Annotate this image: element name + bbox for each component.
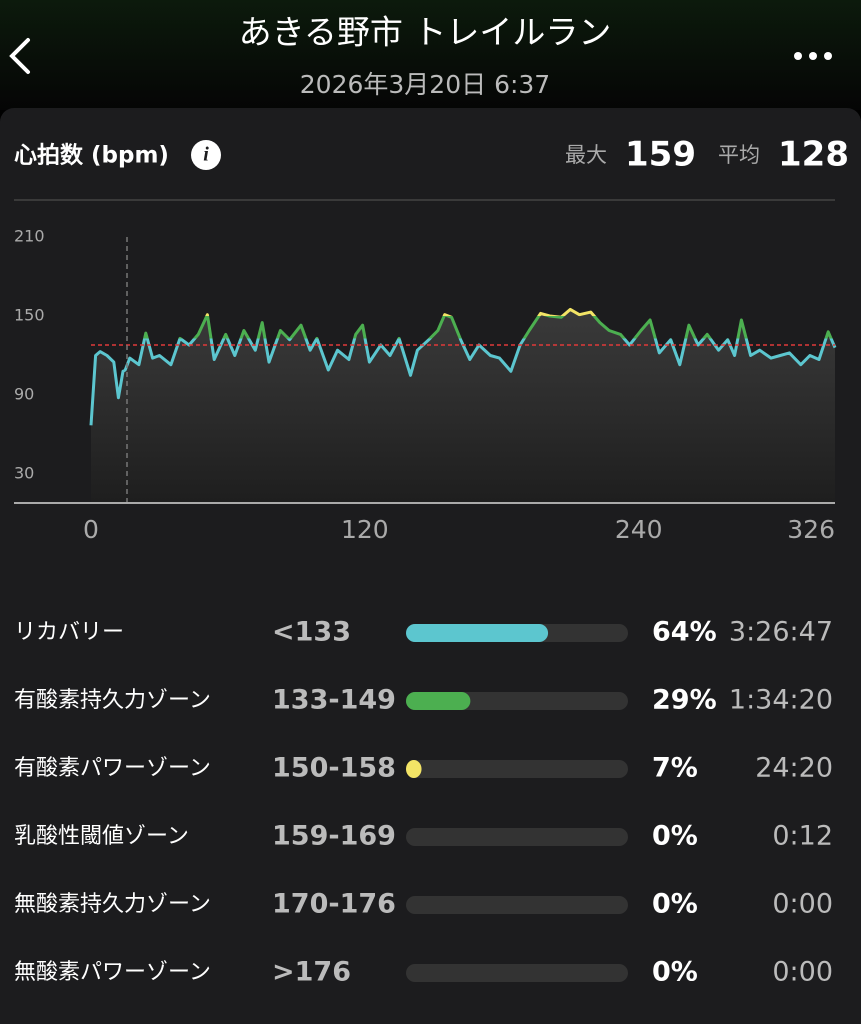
zone-time: 1:34:20 — [729, 685, 833, 716]
zone-name: 無酸素持久力ゾーン — [14, 892, 211, 917]
area — [91, 309, 835, 503]
zone-name: 有酸素持久力ゾーン — [14, 688, 211, 713]
zone-time: 24:20 — [755, 753, 833, 784]
zone-range: <133 — [272, 617, 351, 648]
zone-name: 有酸素パワーゾーン — [14, 756, 211, 781]
more-button[interactable] — [794, 52, 832, 60]
zone-percent: 0% — [652, 821, 698, 852]
zone-name: 無酸素パワーゾーン — [14, 960, 211, 985]
y-tick-label: 90 — [14, 385, 34, 404]
x-tick-label: 0 — [83, 515, 99, 544]
title: あきる野市 トレイルラン — [239, 13, 612, 52]
zone-percent: 64% — [652, 617, 717, 648]
zone-percent: 0% — [652, 889, 698, 920]
y-tick-label: 150 — [14, 306, 45, 325]
header-bg — [0, 0, 861, 110]
zone-name: 乳酸性閾値ゾーン — [14, 824, 189, 849]
info-icon[interactable]: i — [191, 140, 221, 170]
card-title: 心拍数 (bpm) — [14, 143, 169, 169]
zone-bar-bg — [406, 964, 628, 982]
x-tick-label: 326 — [787, 515, 835, 544]
avg-value: 128 — [778, 135, 849, 175]
zone-range: 150-158 — [272, 753, 396, 784]
zone-percent: 7% — [652, 753, 698, 784]
y-tick-label: 210 — [14, 227, 45, 246]
max-label: 最大 — [565, 143, 607, 167]
zone-name: リカバリー — [14, 620, 124, 645]
back-button[interactable] — [9, 38, 30, 74]
zone-percent: 29% — [652, 685, 717, 716]
x-tick-label: 120 — [341, 515, 389, 544]
zone-percent: 0% — [652, 957, 698, 988]
zone-range: 159-169 — [272, 821, 396, 852]
hr-line — [89, 307, 837, 426]
y-tick-label: 30 — [14, 464, 34, 483]
zone-bar — [406, 692, 471, 710]
x-tick-label: 240 — [615, 515, 663, 544]
card — [0, 108, 861, 1024]
plot: 210 150 90 30 0 120 240 326 — [14, 227, 837, 544]
zone-range: 170-176 — [272, 889, 396, 920]
zones: リカバリー <133 64% 3:26:47 有酸素持久力ゾーン 133-149 29% 1:… — [14, 617, 833, 988]
zone-bar-bg — [406, 828, 628, 846]
zone-time: 0:00 — [772, 889, 833, 920]
zone-bar — [406, 624, 549, 642]
svg-text:i: i — [203, 144, 209, 166]
max-value: 159 — [625, 135, 696, 175]
zone-bar — [406, 760, 422, 778]
zone-time: 0:12 — [772, 821, 833, 852]
zone-bar-bg — [406, 760, 628, 778]
avg-label: 平均 — [718, 143, 760, 167]
date: 2026年3月20日 6:37 — [300, 70, 550, 99]
zone-time: 0:00 — [772, 957, 833, 988]
zone-range: >176 — [272, 957, 351, 988]
zone-range: 133-149 — [272, 685, 396, 716]
zone-time: 3:26:47 — [729, 617, 833, 648]
zone-bar-bg — [406, 896, 628, 914]
